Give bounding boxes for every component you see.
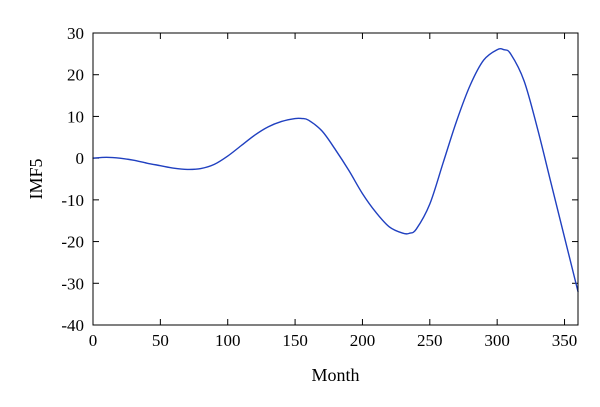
y-tick-label: -40 xyxy=(61,316,84,335)
y-axis-label: IMF5 xyxy=(26,158,46,199)
x-axis-label: Month xyxy=(311,365,359,385)
x-tick-label: 0 xyxy=(89,331,98,350)
x-tick-label: 300 xyxy=(484,331,510,350)
x-tick-label: 150 xyxy=(282,331,308,350)
y-tick-label: 30 xyxy=(67,24,84,43)
x-tick-label: 100 xyxy=(215,331,241,350)
y-tick-label: -20 xyxy=(61,233,84,252)
x-tick-label: 250 xyxy=(417,331,443,350)
x-tick-label: 50 xyxy=(152,331,169,350)
y-axis-ticks: -40 -30 -20 -10 0 10 20 30 xyxy=(61,24,578,335)
plot-area-frame xyxy=(92,32,579,326)
series-group xyxy=(92,48,579,293)
y-tick-label: -30 xyxy=(61,274,84,293)
series-line xyxy=(92,48,579,293)
y-tick-label: 10 xyxy=(67,107,84,126)
x-tick-label: 350 xyxy=(552,331,578,350)
x-axis-ticks: 0 50 100 150 200 250 300 350 xyxy=(89,33,578,350)
y-tick-label: 0 xyxy=(76,149,85,168)
x-tick-label: 200 xyxy=(350,331,376,350)
y-tick-label: -10 xyxy=(61,191,84,210)
y-tick-label: 20 xyxy=(67,66,84,85)
